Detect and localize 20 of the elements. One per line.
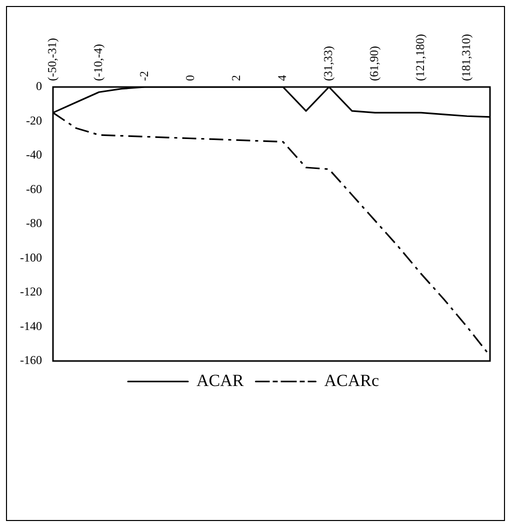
x-tick-label: (181,310) bbox=[459, 34, 474, 81]
legend-label: ACARc bbox=[324, 370, 380, 390]
x-tick-label: (-10,-4) bbox=[91, 44, 106, 81]
y-tick-label: -20 bbox=[26, 113, 42, 128]
y-tick-label: -80 bbox=[26, 216, 42, 230]
y-tick-label: -120 bbox=[20, 284, 42, 299]
legend-label: ACAR bbox=[196, 370, 244, 390]
x-tick-label: 0 bbox=[183, 75, 198, 81]
y-tick-label: -160 bbox=[20, 353, 42, 368]
x-tick-label: (121,180) bbox=[413, 34, 428, 81]
x-tick-label: -2 bbox=[137, 71, 152, 81]
x-tick-label: (31,33) bbox=[321, 46, 336, 81]
x-tick-label: (61,90) bbox=[367, 46, 382, 81]
y-tick-label: -40 bbox=[26, 148, 42, 162]
x-tick-label: 2 bbox=[229, 75, 244, 81]
y-tick-label: -60 bbox=[26, 182, 42, 196]
x-tick-label: (-50,-31) bbox=[45, 38, 60, 81]
x-tick-label: 4 bbox=[275, 75, 290, 81]
y-tick-label: -100 bbox=[20, 250, 42, 264]
y-tick-label: -140 bbox=[20, 318, 42, 333]
